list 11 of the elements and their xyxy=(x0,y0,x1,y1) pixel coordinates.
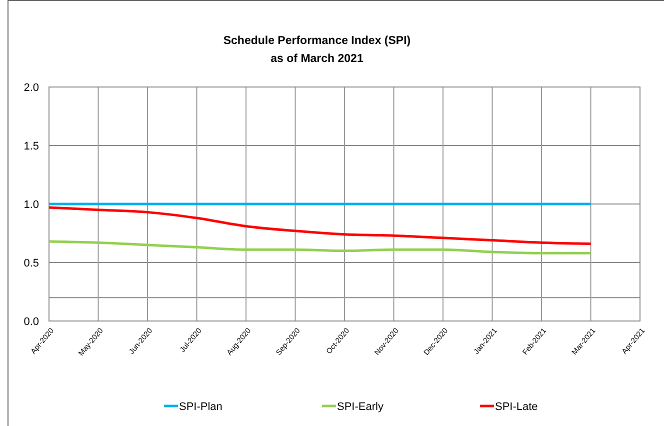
line-series xyxy=(48,206,592,246)
legend-label: SPI-Plan xyxy=(179,401,222,413)
y-tick-label: 1.0 xyxy=(24,198,39,211)
legend-label: SPI-Early xyxy=(337,401,384,413)
y-tick-label: 0.5 xyxy=(24,257,39,270)
legend-label: SPI-Late xyxy=(495,401,538,413)
y-tick-label: 0.0 xyxy=(24,316,39,328)
chart-title: Schedule Performance Index (SPI) as of March 2021 xyxy=(223,35,411,65)
y-tick-label: 1.5 xyxy=(24,140,39,152)
line-series xyxy=(48,240,592,254)
y-tick-label: 2.0 xyxy=(24,82,39,94)
